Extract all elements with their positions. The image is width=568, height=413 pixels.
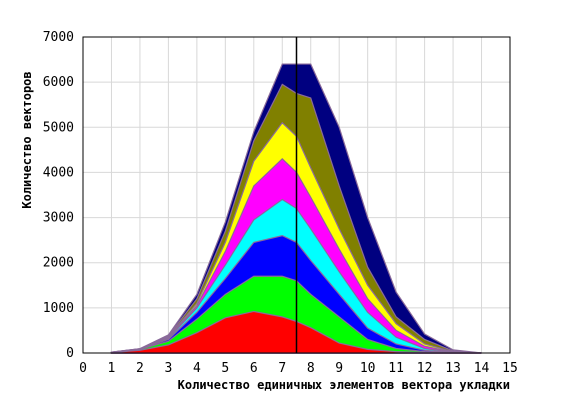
- x-tick-label-3: 3: [164, 361, 172, 376]
- y-tick-label-5000: 5000: [43, 120, 74, 135]
- y-tick-labels: 0 1000 2000 3000 4000 5000 6000 7000: [43, 30, 74, 361]
- x-tick-label-0: 0: [79, 361, 87, 376]
- x-tick-label-2: 2: [136, 361, 144, 376]
- y-tick-label-6000: 6000: [43, 75, 74, 90]
- x-tick-label-12: 12: [417, 361, 433, 376]
- x-tick-label-7: 7: [278, 361, 286, 376]
- x-tick-label-1: 1: [108, 361, 116, 376]
- x-tick-labels: 0 1 2 3 4 5 6 7 8 9 10 11 12 13 14 15: [79, 361, 518, 376]
- x-tick-label-8: 8: [307, 361, 315, 376]
- x-tick-label-11: 11: [388, 361, 404, 376]
- y-axis-label: Количество векторов: [20, 71, 34, 208]
- y-tick-label-4000: 4000: [43, 165, 74, 180]
- x-tick-label-15: 15: [502, 361, 518, 376]
- x-tick-label-4: 4: [193, 361, 201, 376]
- x-tick-label-14: 14: [474, 361, 490, 376]
- y-tick-label-3000: 3000: [43, 211, 74, 226]
- x-tick-label-13: 13: [445, 361, 461, 376]
- x-axis-label: Количество единичных элементов вектора у…: [178, 378, 510, 392]
- plot-frame: [82, 36, 511, 354]
- y-tick-label-1000: 1000: [43, 301, 74, 316]
- x-tick-label-10: 10: [360, 361, 376, 376]
- y-tick-label-7000: 7000: [43, 30, 74, 45]
- x-tick-label-5: 5: [221, 361, 229, 376]
- x-tick-label-6: 6: [250, 361, 258, 376]
- y-tick-label-2000: 2000: [43, 256, 74, 271]
- x-tick-label-9: 9: [335, 361, 343, 376]
- y-tick-label-0: 0: [66, 346, 74, 361]
